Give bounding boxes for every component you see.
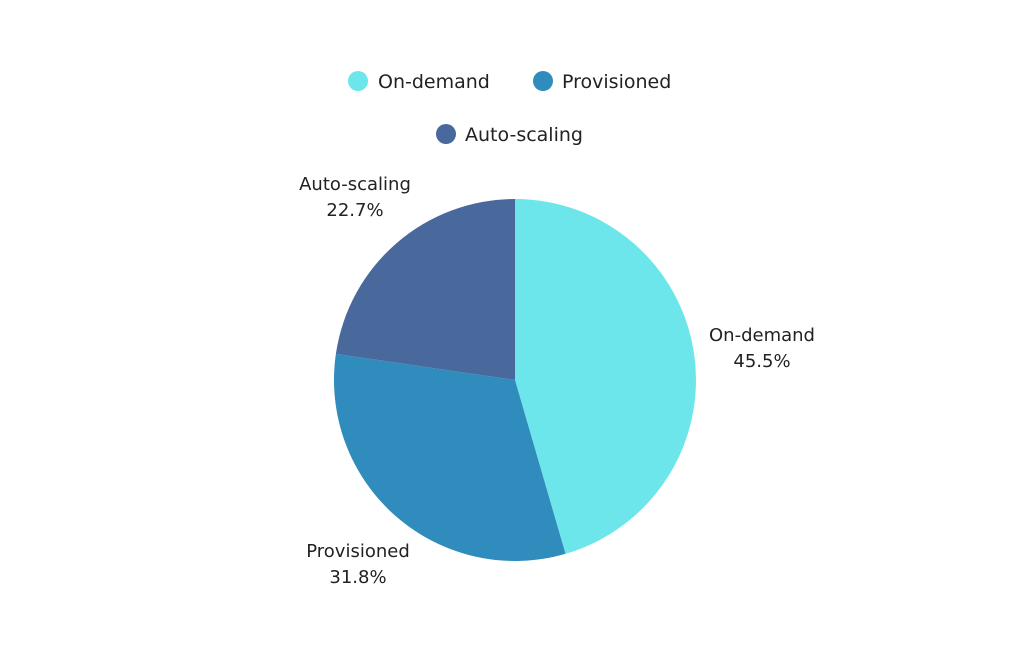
- slice-label-on-demand: On-demand 45.5%: [709, 325, 815, 372]
- legend-label-provisioned: Provisioned: [562, 71, 671, 93]
- slice-label-percent: 45.5%: [733, 351, 790, 372]
- legend: On-demand Provisioned Auto-scaling: [348, 71, 671, 146]
- slice-label-auto-scaling: Auto-scaling 22.7%: [299, 174, 411, 221]
- slice-label-percent: 22.7%: [326, 200, 383, 221]
- slice-labels: On-demand 45.5% Provisioned 31.8% Auto-scali…: [299, 174, 815, 588]
- pie-slice-on-demand: [515, 199, 696, 554]
- legend-label-on-demand: On-demand: [378, 71, 490, 93]
- legend-marker-auto-scaling: [436, 124, 456, 144]
- pie-slice-auto-scaling: [335, 199, 515, 380]
- pie-slice-provisioned: [334, 353, 566, 561]
- pie-slices: [334, 199, 696, 561]
- legend-marker-provisioned: [533, 71, 553, 91]
- legend-marker-on-demand: [348, 71, 368, 91]
- legend-label-auto-scaling: Auto-scaling: [465, 124, 583, 146]
- slice-label-name: Provisioned: [306, 541, 410, 562]
- slice-label-name: Auto-scaling: [299, 174, 411, 195]
- slice-label-name: On-demand: [709, 325, 815, 346]
- slice-label-percent: 31.8%: [329, 567, 386, 588]
- slice-label-provisioned: Provisioned 31.8%: [306, 541, 410, 588]
